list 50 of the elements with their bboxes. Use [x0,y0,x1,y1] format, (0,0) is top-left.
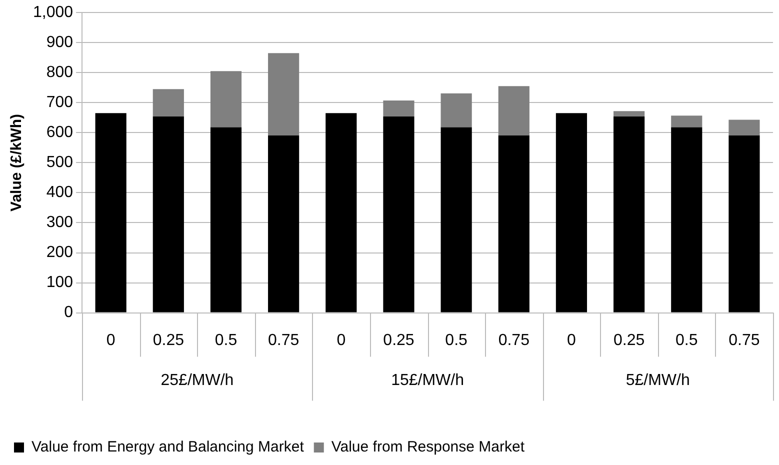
bar [152,89,184,116]
bar [498,86,530,136]
y-tick-label: 300 [46,214,74,232]
bar [671,127,702,312]
x-tick-label: 0.5 [676,332,698,349]
y-axis-title: Value (£/kWh) [8,114,26,212]
x-tick-label: 0.75 [728,332,760,349]
x-tick-label: 0.75 [498,332,530,349]
y-tick-label: 200 [46,244,74,262]
bar [383,116,414,312]
y-tick-label: 500 [46,154,74,172]
bar [268,53,300,136]
x-tick-label: 0.25 [152,332,184,349]
bar [383,100,414,116]
bar [440,127,472,312]
bar [728,135,760,312]
x-tick-label: 0.25 [383,332,414,349]
x-tick-label: 0.5 [445,332,468,349]
y-tick-label: 600 [46,124,74,142]
bar [614,116,645,312]
y-tick-label: 100 [46,274,74,292]
bar [95,113,126,312]
text: 5£/MW/h [626,372,690,390]
x-tick-label: 0 [336,332,346,349]
legend-label: Value from Energy and Balancing Market [32,438,305,456]
bar [671,116,702,128]
x-tick-label: 0.75 [268,332,300,349]
x-tick-label: 0 [567,332,576,349]
y-tick-label: 400 [46,184,74,202]
y-tick-label: 1,000 [32,4,74,22]
bar [440,93,472,128]
bar [498,135,530,312]
y-tick-label: 900 [46,34,74,52]
bar [210,127,242,312]
bar [268,135,300,312]
y-tick-label: 0 [64,304,74,322]
y-tick-label: 700 [46,94,74,112]
legend-label: Value from Response Market [331,438,526,456]
y-tick-label: 800 [46,64,74,82]
x-tick-label: 0 [106,332,116,349]
bar [326,113,357,312]
x-tick-label: 0.25 [613,332,645,349]
text: 25£/MW/h [160,372,234,390]
bar [210,71,242,128]
x-tick-label: 0.5 [214,332,238,349]
bar [728,120,760,136]
bar [614,111,645,116]
bar [152,116,184,312]
bar [556,113,588,312]
text: 15£/MW/h [391,372,464,390]
